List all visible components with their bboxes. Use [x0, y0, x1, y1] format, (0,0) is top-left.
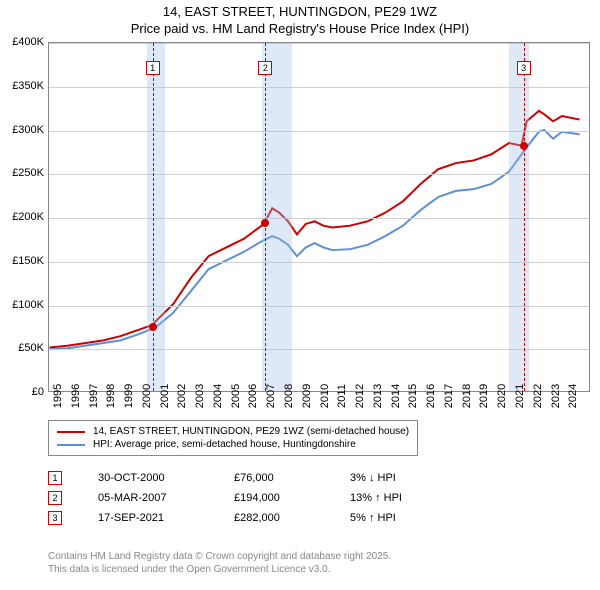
x-axis-label: 2010 — [319, 384, 331, 408]
y-axis-label: £350K — [12, 80, 44, 92]
x-axis-label: 1996 — [70, 384, 82, 408]
event-num-box: 3 — [48, 511, 62, 525]
x-axis-label: 1998 — [105, 384, 117, 408]
event-relative: 5% ↑ HPI — [350, 512, 450, 524]
series-line — [50, 111, 580, 348]
event-num-box: 2 — [48, 491, 62, 505]
legend-row: 14, EAST STREET, HUNTINGDON, PE29 1WZ (s… — [57, 425, 409, 438]
event-relative: 13% ↑ HPI — [350, 492, 450, 504]
gridline — [49, 262, 589, 263]
event-price: £282,000 — [234, 512, 314, 524]
y-axis-label: £0 — [32, 386, 44, 398]
x-axis-label: 1995 — [52, 384, 64, 408]
x-axis-label: 2015 — [407, 384, 419, 408]
x-axis-label: 2009 — [301, 384, 313, 408]
event-row: 2 05-MAR-2007 £194,000 13% ↑ HPI — [48, 488, 450, 508]
legend-label: HPI: Average price, semi-detached house,… — [93, 439, 356, 450]
x-axis-label: 2024 — [567, 384, 579, 408]
events-table: 1 30-OCT-2000 £76,000 3% ↓ HPI 2 05-MAR-2007 £… — [48, 468, 450, 528]
x-axis-label: 2008 — [283, 384, 295, 408]
event-box: 3 — [517, 61, 531, 75]
price-chart: 14, EAST STREET, HUNTINGDON, PE29 1WZ Pr… — [0, 0, 600, 590]
y-axis-label: £50K — [18, 342, 44, 354]
y-axis-label: £100K — [12, 299, 44, 311]
event-box: 2 — [258, 61, 272, 75]
attribution-line1: Contains HM Land Registry data © Crown c… — [48, 550, 391, 563]
event-box: 1 — [146, 61, 160, 75]
x-axis-label: 2017 — [443, 384, 455, 408]
x-axis-label: 2014 — [390, 384, 402, 408]
x-axis-label: 2023 — [550, 384, 562, 408]
recession-band — [147, 43, 165, 391]
attribution-line2: This data is licensed under the Open Gov… — [48, 563, 391, 576]
legend-row: HPI: Average price, semi-detached house,… — [57, 438, 409, 451]
event-row: 3 17-SEP-2021 £282,000 5% ↑ HPI — [48, 508, 450, 528]
event-marker — [520, 142, 528, 150]
event-num-box: 1 — [48, 471, 62, 485]
gridline — [49, 43, 589, 44]
attribution: Contains HM Land Registry data © Crown c… — [48, 550, 391, 576]
x-axis-label: 2016 — [425, 384, 437, 408]
event-price: £76,000 — [234, 472, 314, 484]
x-axis-label: 2022 — [532, 384, 544, 408]
y-axis-label: £250K — [12, 167, 44, 179]
series-line — [50, 130, 580, 349]
legend: 14, EAST STREET, HUNTINGDON, PE29 1WZ (s… — [48, 420, 418, 456]
y-axis-label: £200K — [12, 211, 44, 223]
gridline — [49, 218, 589, 219]
x-axis-label: 2005 — [230, 384, 242, 408]
event-marker — [149, 323, 157, 331]
legend-swatch — [57, 431, 85, 433]
x-axis-label: 1999 — [123, 384, 135, 408]
x-axis-label: 1997 — [88, 384, 100, 408]
title-line2: Price paid vs. HM Land Registry's House … — [0, 21, 600, 38]
x-axis-label: 2004 — [212, 384, 224, 408]
recession-band — [509, 43, 529, 391]
gridline — [49, 174, 589, 175]
event-date: 17-SEP-2021 — [98, 512, 198, 524]
x-axis-label: 2007 — [265, 384, 277, 408]
chart-title: 14, EAST STREET, HUNTINGDON, PE29 1WZ Pr… — [0, 0, 600, 38]
gridline — [49, 306, 589, 307]
title-line1: 14, EAST STREET, HUNTINGDON, PE29 1WZ — [0, 4, 600, 21]
y-axis-label: £300K — [12, 124, 44, 136]
x-axis-label: 2013 — [372, 384, 384, 408]
chart-svg — [49, 43, 589, 391]
recession-band — [262, 43, 292, 391]
gridline — [49, 131, 589, 132]
x-axis-label: 2000 — [141, 384, 153, 408]
event-line — [524, 43, 525, 391]
event-price: £194,000 — [234, 492, 314, 504]
x-axis-label: 2006 — [247, 384, 259, 408]
y-axis-label: £400K — [12, 36, 44, 48]
x-axis-label: 2018 — [461, 384, 473, 408]
event-row: 1 30-OCT-2000 £76,000 3% ↓ HPI — [48, 468, 450, 488]
x-axis-label: 2020 — [496, 384, 508, 408]
x-axis-label: 2019 — [478, 384, 490, 408]
plot-area: 1 2 3 — [48, 42, 590, 392]
gridline — [49, 87, 589, 88]
legend-label: 14, EAST STREET, HUNTINGDON, PE29 1WZ (s… — [93, 426, 409, 437]
x-axis-label: 2001 — [159, 384, 171, 408]
event-relative: 3% ↓ HPI — [350, 472, 450, 484]
event-date: 30-OCT-2000 — [98, 472, 198, 484]
gridline — [49, 349, 589, 350]
x-axis-label: 2011 — [336, 384, 348, 408]
legend-swatch — [57, 444, 85, 446]
x-axis-label: 2003 — [194, 384, 206, 408]
event-line — [153, 43, 154, 391]
event-line — [265, 43, 266, 391]
event-date: 05-MAR-2007 — [98, 492, 198, 504]
x-axis-label: 2012 — [354, 384, 366, 408]
y-axis-label: £150K — [12, 255, 44, 267]
event-marker — [261, 219, 269, 227]
x-axis-label: 2021 — [514, 384, 526, 408]
x-axis-label: 2002 — [176, 384, 188, 408]
